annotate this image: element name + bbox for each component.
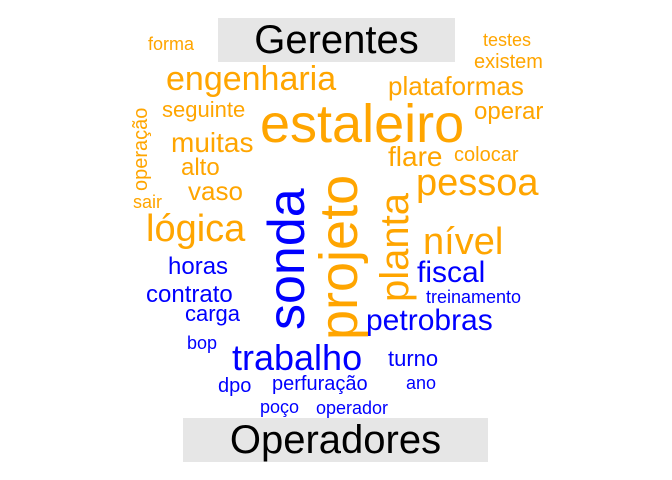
group-title-operadores: Operadores [183,418,488,462]
word-contrato: contrato [146,281,233,308]
word-operador: operador [316,398,389,418]
word-flare: flare [388,141,443,172]
word-estaleiro: estaleiro [260,94,465,154]
word-operar: operar [474,98,544,125]
word-operacao: operação [130,107,152,191]
word-colocar: colocar [454,144,519,166]
word-engenharia: engenharia [166,60,337,98]
word-forma: forma [148,34,195,54]
word-muitas: muitas [171,127,254,158]
word-petrobras: petrobras [366,304,493,337]
word-poco: poço [260,397,300,417]
word-logica: lógica [146,208,246,250]
group-title-gerentes: Gerentes [218,18,455,62]
word-alto: alto [181,154,220,181]
word-planta: planta [373,193,417,302]
word-treinamento: treinamento [426,287,522,307]
word-trabalho: trabalho [232,337,363,378]
word-turno: turno [388,346,439,371]
word-perfuracao: perfuração [272,373,368,395]
word-pessoa: pessoa [416,162,539,204]
word-vaso: vaso [188,176,243,206]
word-dpo: dpo [218,375,252,397]
word-seguinte: seguinte [162,97,246,122]
word-projeto: projeto [309,174,369,340]
word-fiscal: fiscal [417,256,486,289]
word-existem: existem [474,51,543,73]
word-sair: sair [133,192,163,212]
word-ano: ano [406,373,437,393]
word-sonda: sonda [258,188,316,330]
word-testes: testes [483,30,532,50]
word-nivel: nível [423,221,504,263]
word-carga: carga [185,301,241,326]
word-plataformas: plataformas [388,71,524,101]
word-bop: bop [187,333,218,353]
word-horas: horas [168,253,229,280]
